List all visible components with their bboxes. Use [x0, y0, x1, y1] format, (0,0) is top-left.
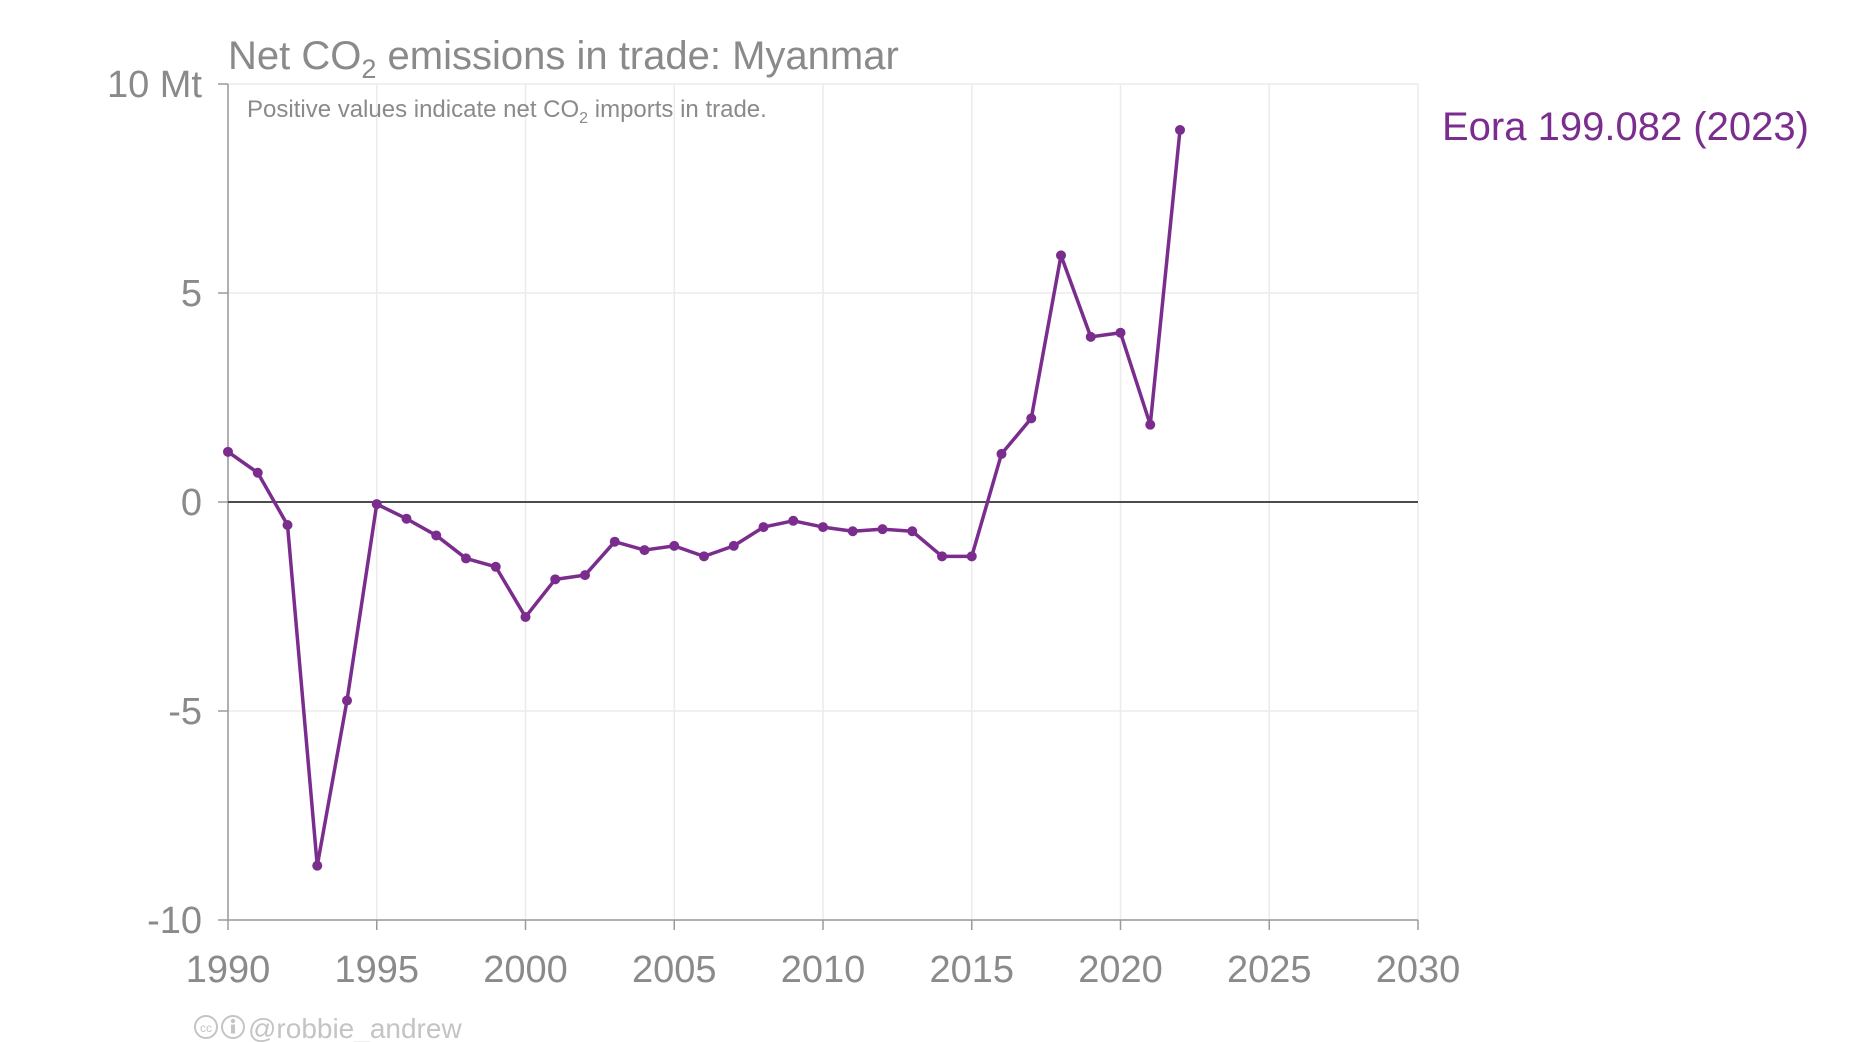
- x-tick-label: 2010: [781, 949, 866, 991]
- data-point: [966, 551, 977, 562]
- series-layer: [223, 124, 1185, 871]
- data-point: [252, 467, 263, 478]
- cc-icon: cc: [194, 1015, 218, 1039]
- data-point: [312, 860, 323, 871]
- x-tick-label: 2025: [1227, 949, 1312, 991]
- chart-subtitle: Positive values indicate net CO2 imports…: [247, 96, 767, 127]
- data-point: [847, 526, 858, 537]
- data-point: [1026, 413, 1037, 424]
- data-point: [1145, 419, 1156, 430]
- data-point: [788, 515, 799, 526]
- data-point: [1085, 331, 1096, 342]
- data-point: [728, 540, 739, 551]
- credit: cc @robbie_andrew: [194, 1013, 462, 1042]
- x-tick-label: 2000: [483, 949, 568, 991]
- x-tick-label: 2015: [929, 949, 1014, 991]
- y-tick-label: 10 Mt: [107, 64, 202, 106]
- x-tick-label: 2005: [632, 949, 717, 991]
- y-tick-label: -10: [147, 900, 202, 942]
- data-point: [877, 524, 888, 535]
- data-point: [490, 561, 501, 572]
- data-point: [669, 540, 680, 551]
- data-point: [580, 570, 590, 581]
- title-rest: emissions in trade: Myanmar: [376, 34, 898, 78]
- x-tick-label: 2020: [1078, 949, 1163, 991]
- y-tick-label: 0: [181, 482, 202, 524]
- subtitle-rest: imports in trade.: [588, 96, 767, 123]
- data-point: [282, 519, 293, 530]
- x-tick-label: 1990: [186, 949, 271, 991]
- title-subscript: 2: [361, 54, 376, 84]
- data-point: [371, 499, 382, 510]
- data-point: [401, 513, 412, 524]
- data-point: [609, 536, 620, 547]
- series-line: [226, 129, 1182, 868]
- data-point: [699, 551, 709, 562]
- axis-layer: 1990 1995 2000 2005 2010 2015 2020 2025 2030 10 M…: [107, 64, 1460, 991]
- svg-text:cc: cc: [200, 1021, 212, 1035]
- data-point: [996, 448, 1007, 459]
- data-point: [907, 526, 918, 537]
- data-point: [431, 530, 442, 541]
- data-point: [937, 551, 947, 562]
- data-point: [461, 553, 471, 564]
- data-point: [1115, 327, 1126, 338]
- credit-text: @robbie_andrew: [248, 1013, 462, 1042]
- data-point: [520, 611, 531, 622]
- data-point: [758, 522, 769, 533]
- data-point: [818, 522, 828, 533]
- x-tick-label: 1995: [334, 949, 419, 991]
- y-tick-label: 5: [181, 273, 202, 315]
- data-point: [550, 574, 561, 585]
- data-point: [1175, 124, 1185, 135]
- legend-series-label: Eora 199.082 (2023): [1442, 105, 1809, 149]
- chart-title: Net CO2 emissions in trade: Myanmar: [228, 34, 899, 84]
- data-point: [342, 695, 352, 706]
- data-point: [1056, 250, 1066, 261]
- by-icon: [221, 1015, 245, 1039]
- data-point: [639, 545, 650, 556]
- subtitle-subscript: 2: [579, 110, 588, 127]
- x-tick-label: 2030: [1376, 949, 1461, 991]
- y-tick-label: -5: [168, 691, 202, 733]
- data-point: [223, 446, 233, 457]
